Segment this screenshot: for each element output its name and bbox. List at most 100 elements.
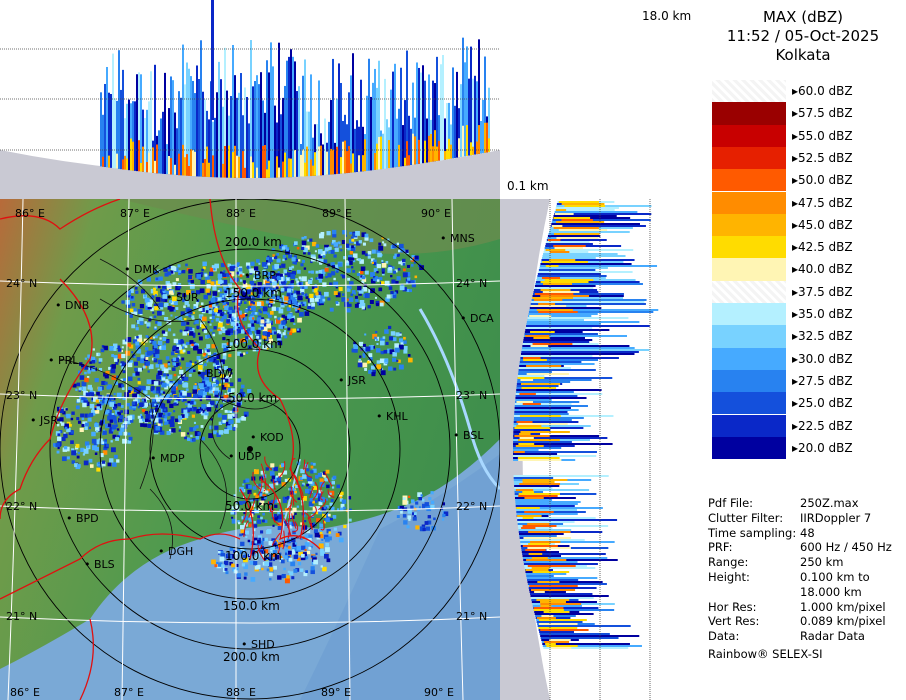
map-echo-pixel <box>336 484 341 489</box>
map-echo-pixel <box>253 275 257 278</box>
map-echo-pixel <box>269 320 272 323</box>
map-echo-pixel <box>140 289 146 294</box>
map-echo-pixel <box>103 345 108 351</box>
map-echo-pixel <box>296 283 299 286</box>
top-echo-bar <box>256 75 258 178</box>
map-echo-pixel <box>131 351 134 354</box>
map-echo-pixel <box>364 270 369 275</box>
map-echo-pixel <box>241 516 245 520</box>
map-echo-pixel <box>131 324 136 329</box>
map-echo-pixel <box>308 485 311 489</box>
map-echo-pixel <box>281 314 286 319</box>
map-echo-pixel <box>286 248 289 252</box>
map-echo-pixel <box>320 496 325 502</box>
map-echo-pixel <box>271 275 277 280</box>
map-echo-pixel <box>249 302 253 306</box>
map-echo-pixel <box>345 243 350 248</box>
info-value: 48 <box>800 525 815 540</box>
map-echo-pixel <box>293 483 297 487</box>
map-echo-pixel <box>278 265 282 269</box>
map-echo-pixel <box>134 286 138 290</box>
map-echo-pixel <box>289 571 294 576</box>
map-echo-pixel <box>325 517 330 523</box>
top-echo-bar <box>230 96 232 178</box>
map-echo-pixel <box>178 316 183 321</box>
lon-label-86-bottom: 86° E <box>10 686 40 699</box>
map-echo-pixel <box>84 377 89 383</box>
map-echo-pixel <box>347 496 352 500</box>
map-echo-pixel <box>267 313 272 318</box>
side-echo-bar <box>539 267 608 269</box>
map-echo-pixel <box>362 353 366 356</box>
map-echo-pixel <box>318 501 323 506</box>
map-echo-pixel <box>240 338 244 343</box>
map-echo-pixel <box>194 319 199 324</box>
map-echo-pixel <box>170 416 175 421</box>
map-echo-pixel <box>268 338 273 344</box>
top-echo-bar <box>398 108 400 167</box>
top-echo-core <box>122 159 124 170</box>
map-echo-pixel <box>133 361 139 366</box>
top-echo-core <box>304 162 306 177</box>
map-echo-pixel <box>153 290 158 296</box>
map-echo-pixel <box>260 324 263 327</box>
side-echo-bar <box>513 451 597 453</box>
map-echo-pixel <box>176 362 180 366</box>
map-echo-pixel <box>193 385 198 390</box>
legend-swatch <box>712 236 786 259</box>
top-echo-core <box>252 162 254 178</box>
map-echo-pixel <box>382 336 386 339</box>
side-echo-bar <box>527 581 603 583</box>
map-echo-pixel <box>95 399 99 403</box>
map-echo-pixel <box>287 332 290 335</box>
sundarbans-channel <box>248 500 256 518</box>
top-echo-core <box>178 153 180 176</box>
station-title: Kolkata <box>775 46 831 64</box>
top-echo-core <box>408 155 410 166</box>
map-echo-pixel <box>379 302 384 307</box>
side-echo-bar <box>526 323 601 325</box>
map-echo-pixel <box>290 294 296 300</box>
map-echo-pixel <box>76 464 81 468</box>
top-echo-core <box>268 160 270 178</box>
side-echo-core <box>519 483 561 485</box>
side-echo-bar <box>524 567 596 569</box>
map-echo-pixel <box>157 310 162 316</box>
side-echo-bar <box>521 347 635 349</box>
map-echo-pixel <box>259 310 263 314</box>
map-echo-pixel <box>229 271 235 277</box>
map-echo-pixel <box>405 249 409 253</box>
map-echo-pixel <box>271 248 275 252</box>
map-echo-pixel <box>373 259 377 264</box>
map-echo-pixel <box>111 424 117 430</box>
sundarbans-channel <box>302 459 306 470</box>
side-echo-core <box>561 203 605 205</box>
info-key: Data: <box>708 629 740 644</box>
map-echo-pixel <box>250 319 254 324</box>
map-echo-pixel <box>144 391 148 395</box>
map-echo-pixel <box>243 576 247 580</box>
map-echo-pixel <box>213 268 216 271</box>
map-echo-pixel <box>394 290 399 294</box>
map-echo-pixel <box>206 382 212 387</box>
city-jsr-west: • JSR <box>30 414 58 427</box>
map-echo-pixel <box>305 296 309 299</box>
map-echo-pixel <box>284 335 288 339</box>
map-echo-pixel <box>245 262 251 267</box>
map-echo-pixel <box>247 323 252 328</box>
top-echo-core <box>436 146 438 161</box>
map-echo-pixel <box>407 277 411 281</box>
map-echo-pixel <box>220 396 224 400</box>
side-echo-bar <box>515 399 552 401</box>
map-echo-pixel <box>281 482 286 487</box>
map-echo-pixel <box>70 430 74 434</box>
map-echo-pixel <box>332 229 337 235</box>
map-echo-pixel <box>233 413 238 419</box>
map-echo-pixel <box>161 345 167 351</box>
map-echo-pixel <box>224 290 228 294</box>
side-echo-bar <box>529 307 602 309</box>
map-echo-pixel <box>168 264 173 269</box>
map-echo-pixel <box>238 303 241 306</box>
side-profile-svg <box>500 199 700 700</box>
map-echo-pixel <box>290 293 295 297</box>
